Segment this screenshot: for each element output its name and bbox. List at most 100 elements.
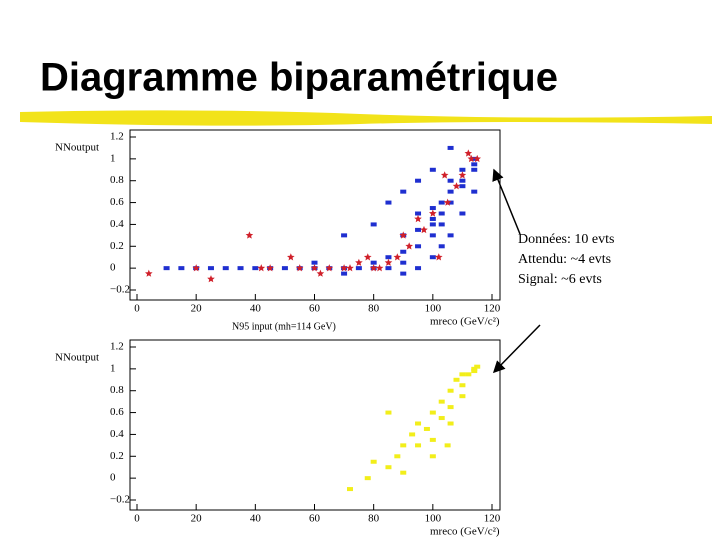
point [370,222,377,227]
arrow [492,324,541,374]
point [385,255,392,260]
y-tick-label: 0 [110,262,116,274]
star-point [310,264,319,272]
point [447,421,454,426]
point [459,167,466,172]
y-tick-label: 0.8 [110,384,124,396]
point [453,377,460,382]
star-point [375,264,384,272]
point [394,454,401,459]
point [415,227,422,232]
point [178,266,185,271]
point [438,200,445,205]
star-point [287,253,295,261]
star-point [443,198,452,206]
x-tick-label: 80 [368,303,380,315]
point [237,266,244,271]
point [471,369,478,374]
point [400,271,407,276]
point [471,162,478,167]
star-point [434,253,443,261]
point [415,443,422,448]
point [459,211,466,216]
point [471,189,478,194]
point [459,178,466,183]
point [311,260,318,265]
point [447,200,454,205]
point [341,233,348,238]
y-tick-label: −0.2 [110,284,130,296]
star-point [346,264,354,272]
point [385,465,392,470]
star-point [355,258,363,266]
star-point [420,225,428,234]
x-tick-label: 100 [425,303,442,315]
star-point [384,258,393,266]
point [429,437,436,442]
star-point [295,264,304,272]
star-point [257,264,266,272]
star-point [145,269,153,277]
star-point [393,253,402,261]
point [447,233,454,238]
star-point [414,215,422,223]
point [474,364,481,369]
x-tick-label: 120 [484,513,501,525]
y-tick-label: 0.6 [110,406,124,418]
star-point [325,264,334,272]
subtitle: N95 input (mh=114 GeV) [232,321,336,332]
x-tick-label: 80 [368,513,380,525]
y-tick-label: −0.2 [110,494,130,506]
x-axis-label: mreco (GeV/c²) [430,316,500,328]
point [370,260,377,265]
point [459,372,466,377]
point [471,156,478,161]
point [459,184,466,189]
point [459,383,466,388]
point [370,459,377,464]
point [438,244,445,249]
point [415,178,422,183]
point [429,167,436,172]
point [429,222,436,227]
point [429,454,436,459]
point [163,266,170,271]
slide-title: Diagramme biparamétrique [40,56,558,100]
star-point [440,171,449,179]
point [207,266,214,271]
point [415,244,422,249]
y-tick-label: 1 [110,152,116,164]
star-point [207,275,215,283]
annotation: Données: 10 evts [518,232,614,247]
point [385,200,392,205]
point [465,372,472,377]
y-axis-label: NNoutput [55,352,99,364]
point [471,167,478,172]
point [400,249,407,254]
star-point [429,209,437,217]
y-tick-label: 1 [110,362,116,374]
point [438,399,445,404]
y-tick-label: 1.2 [110,341,124,353]
point [415,421,422,426]
point [409,432,416,437]
point [415,211,422,216]
x-tick-label: 120 [484,303,501,315]
point [447,178,454,183]
point [281,266,288,271]
point [429,233,436,238]
y-tick-label: 0.6 [110,196,124,208]
point [415,266,422,271]
x-tick-label: 20 [191,513,203,525]
y-axis-label: NNoutput [55,142,99,154]
point [423,426,430,431]
y-tick-label: 0.8 [110,174,124,186]
point [347,487,353,492]
point [385,266,392,271]
point [447,189,454,194]
star-point [458,171,467,179]
point [471,366,478,371]
y-tick-label: 0.4 [110,218,124,230]
x-tick-label: 0 [134,513,140,525]
annotation: Signal: ~6 evts [518,272,602,287]
